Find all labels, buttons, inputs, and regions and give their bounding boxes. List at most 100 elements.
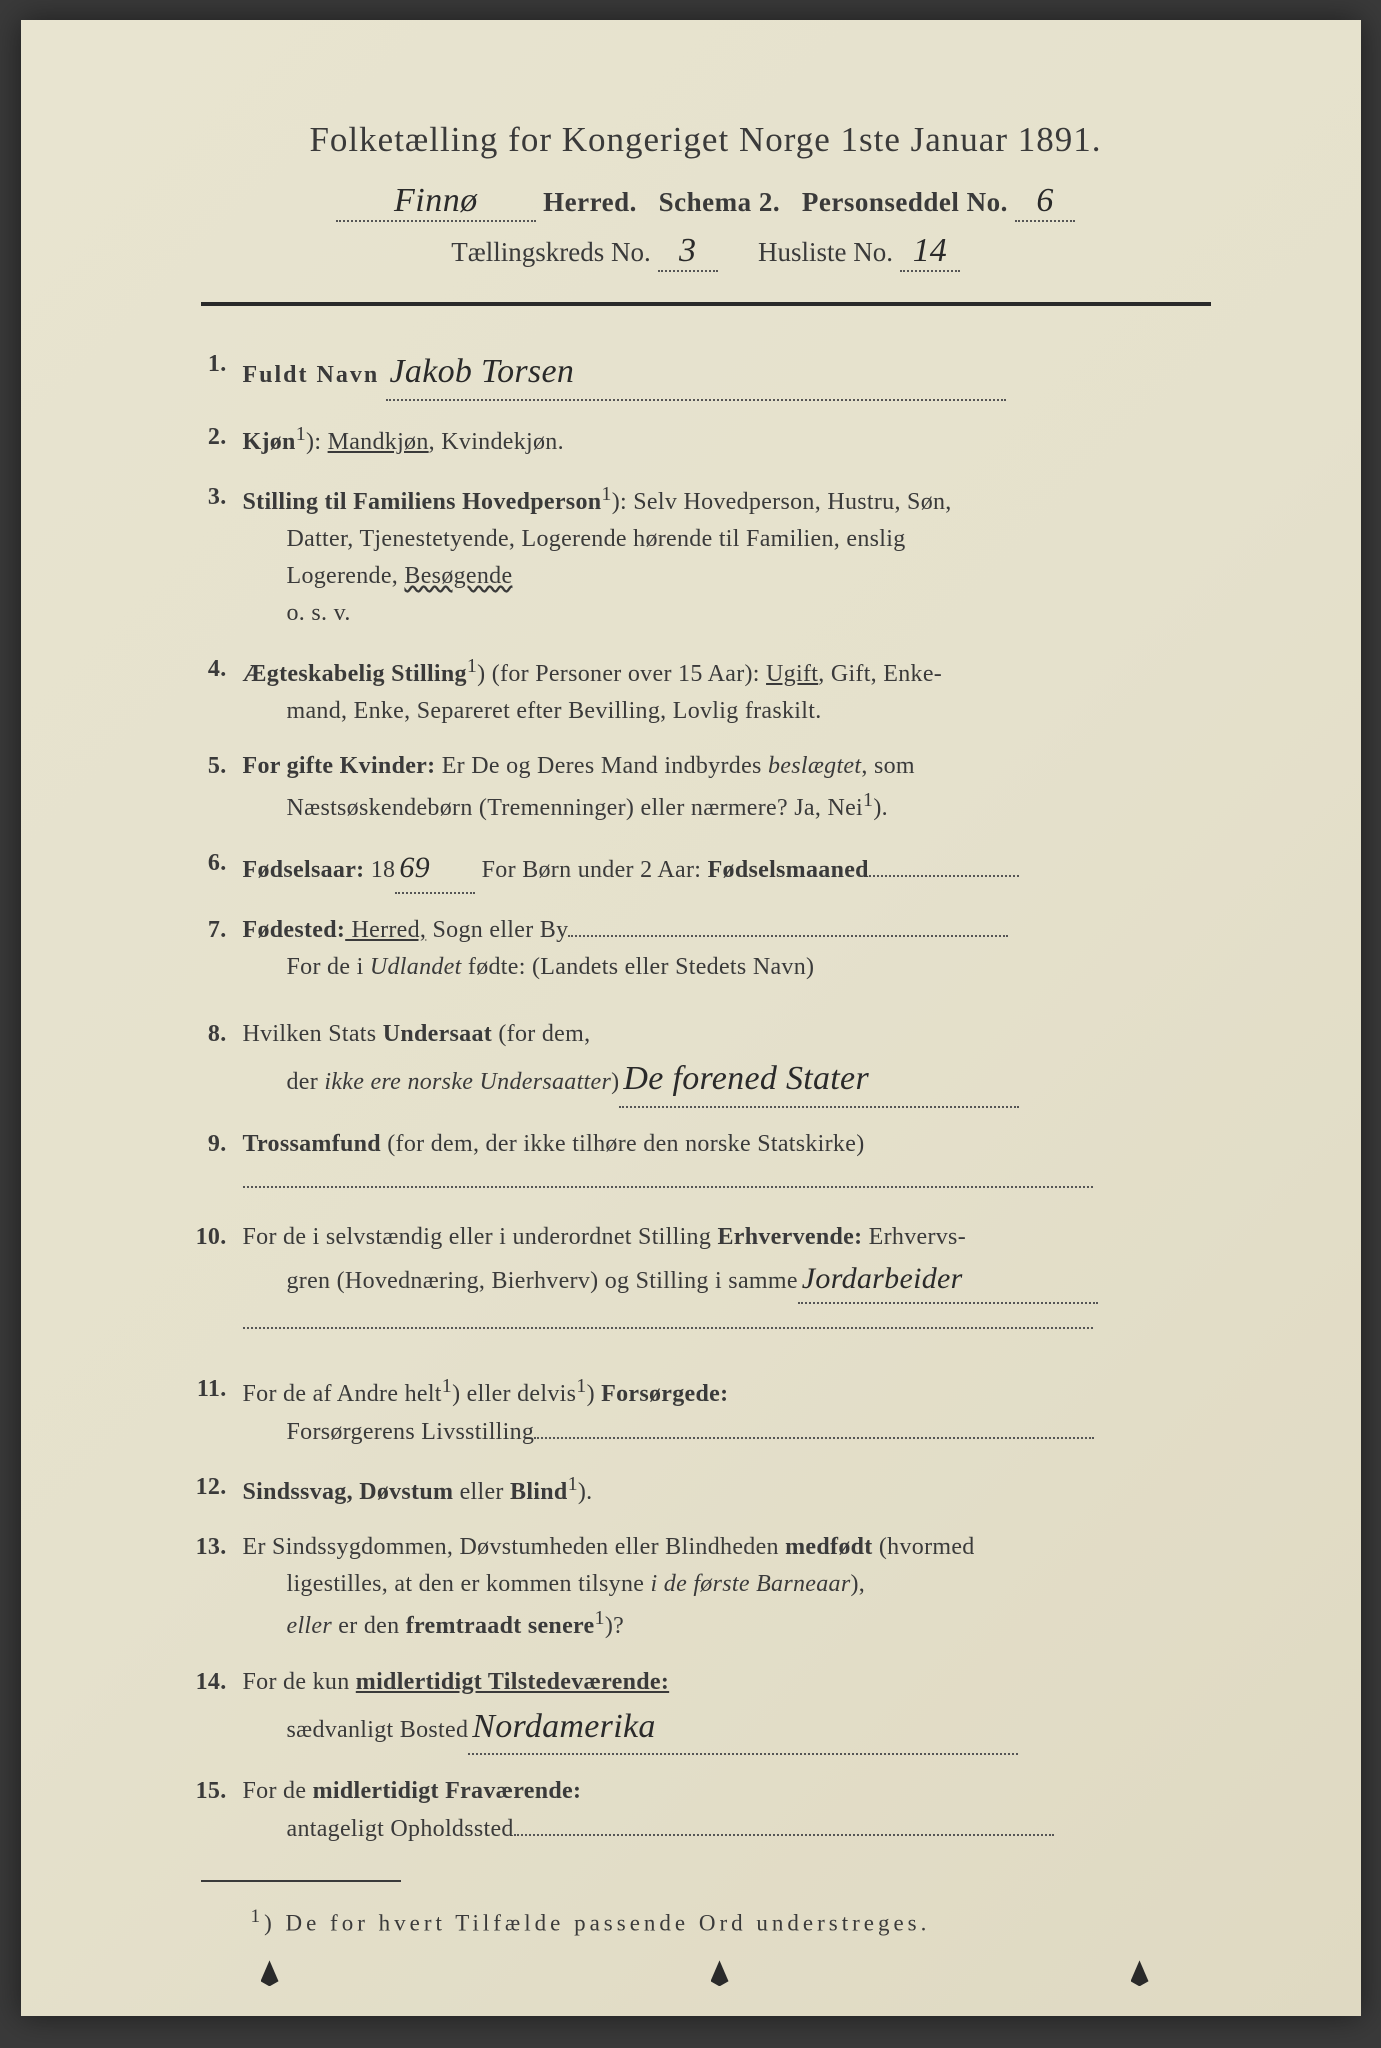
footnote-text: ) De for hvert Tilfælde passende Ord und… (264, 1910, 930, 1935)
birthplace-value (568, 935, 1008, 937)
sup: 1 (576, 1375, 586, 1397)
sex-female: , Kvindekjøn. (429, 429, 564, 455)
whereabouts-value (514, 1834, 1054, 1836)
item-9: 9. Trossamfund (for dem, der ikke tilhør… (181, 1126, 1211, 1200)
supporter-value (534, 1437, 1094, 1439)
birthplace-herred: Herred, (345, 917, 426, 943)
item-body: For de af Andre helt1) eller delvis1) Fo… (243, 1371, 1211, 1450)
relation-label: Stilling til Familiens Hovedperson (243, 489, 602, 515)
sup: 1 (601, 483, 611, 505)
personseddel-no: 6 (1015, 182, 1075, 222)
form-title: Folketælling for Kongeriget Norge 1ste J… (161, 120, 1251, 160)
marital-cont: mand, Enke, Separeret efter Bevilling, L… (243, 693, 1211, 730)
religion-label: Trossamfund (243, 1131, 381, 1157)
item-num: 7. (181, 912, 243, 986)
item-num: 5. (181, 748, 243, 827)
item-body: Fuldt Navn Jakob Torsen (243, 346, 1211, 401)
birthyear-label: Fødselsaar: (243, 857, 365, 883)
temp-present-label: midlertidigt Tilstedeværende: (356, 1669, 669, 1695)
occupation-line2 (243, 1327, 1093, 1329)
item-num: 9. (181, 1126, 243, 1200)
header-line-2: Tællingskreds No. 3 Husliste No. 14 (161, 232, 1251, 272)
footnote: 1) De for hvert Tilfælde passende Ord un… (161, 1906, 1251, 1937)
item-body: Ægteskabelig Stilling1) (for Personer ov… (243, 651, 1211, 730)
item-body: Sindssvag, Døvstum eller Blind1). (243, 1469, 1211, 1511)
sup: 1 (442, 1375, 452, 1397)
item-1: 1. Fuldt Navn Jakob Torsen (181, 346, 1211, 401)
relation-etc: o. s. v. (243, 595, 1211, 632)
congenital-label: medfødt (785, 1534, 872, 1560)
item-body: For de midlertidigt Fraværende: antageli… (243, 1773, 1211, 1847)
item-body: For gifte Kvinder: Er De og Deres Mand i… (243, 748, 1211, 827)
citizenship-label: Undersaat (383, 1021, 492, 1047)
marital-unmarried: Ugift (766, 661, 818, 687)
birthyear-value: 69 (395, 845, 475, 894)
supported-label: Forsørgede: (601, 1381, 728, 1407)
disability-label: Sindssvag, Døvstum (243, 1479, 454, 1505)
kreds-label: Tællingskreds No. (451, 237, 651, 267)
item-2: 2. Kjøn1): Mandkjøn, Kvindekjøn. (181, 419, 1211, 461)
item-num: 2. (181, 419, 243, 461)
occupation-value: Jordarbeider (802, 1262, 963, 1295)
item-body: Stilling til Familiens Hovedperson1): Se… (243, 479, 1211, 633)
item-body: For de kun midlertidigt Tilstedeværende:… (243, 1664, 1211, 1756)
item-6: 6. Fødselsaar: 1869 For Børn under 2 Aar… (181, 845, 1211, 894)
item-num: 10. (181, 1219, 243, 1342)
tear-mark (1131, 1960, 1149, 1986)
item-body: For de i selvstændig eller i underordnet… (243, 1219, 1211, 1342)
item-4: 4. Ægteskabelig Stilling1) (for Personer… (181, 651, 1211, 730)
sup: 1 (595, 1607, 605, 1629)
item-15: 15. For de midlertidigt Fraværende: anta… (181, 1773, 1211, 1847)
item-body: Kjøn1): Mandkjøn, Kvindekjøn. (243, 419, 1211, 461)
usual-residence-value: Nordamerika (472, 1708, 655, 1745)
birthmonth-label: Fødselsmaaned (708, 857, 869, 883)
occupation-label: Erhvervende: (717, 1224, 862, 1250)
tear-mark (261, 1960, 279, 1986)
item-body: Trossamfund (for dem, der ikke tilhøre d… (243, 1126, 1211, 1200)
personseddel-label: Personseddel No. (802, 187, 1008, 217)
form-items: 1. Fuldt Navn Jakob Torsen 2. Kjøn1): Ma… (161, 346, 1251, 1848)
item-num: 8. (181, 1016, 243, 1108)
census-form-page: Folketælling for Kongeriget Norge 1ste J… (21, 20, 1361, 2016)
kreds-no: 3 (658, 232, 718, 272)
sup: 1 (251, 1906, 265, 1927)
item-num: 13. (181, 1529, 243, 1646)
item-body: Hvilken Stats Undersaat (for dem, der ik… (243, 1016, 1211, 1108)
sup: 1 (863, 789, 873, 811)
item-num: 6. (181, 845, 243, 894)
husliste-no: 14 (900, 232, 960, 272)
item-8: 8. Hvilken Stats Undersaat (for dem, der… (181, 1016, 1211, 1108)
item-12: 12. Sindssvag, Døvstum eller Blind1). (181, 1469, 1211, 1511)
item-num: 15. (181, 1773, 243, 1847)
birthmonth-value (869, 875, 1019, 877)
divider-rule (201, 302, 1211, 306)
item-num: 4. (181, 651, 243, 730)
husliste-label: Husliste No. (758, 237, 893, 267)
item-10: 10. For de i selvstændig eller i underor… (181, 1219, 1211, 1342)
item-num: 14. (181, 1664, 243, 1756)
herred-label: Herred. (543, 187, 637, 217)
item-body: Er Sindssygdommen, Døvstumheden eller Bl… (243, 1529, 1211, 1646)
item-num: 3. (181, 479, 243, 633)
herred-value: Finnø (336, 182, 536, 222)
item-3: 3. Stilling til Familiens Hovedperson1):… (181, 479, 1211, 633)
sup: 1 (296, 423, 306, 445)
name-label: Fuldt Navn (243, 362, 380, 388)
sup: 1 (568, 1473, 578, 1495)
footnote-rule (201, 1880, 401, 1882)
sex-label: Kjøn (243, 429, 296, 455)
item-5: 5. For gifte Kvinder: Er De og Deres Man… (181, 748, 1211, 827)
birthplace-label: Fødested: (243, 917, 346, 943)
marital-label: Ægteskabelig Stilling (243, 661, 467, 687)
relation-visiting: Besøgende (404, 563, 512, 589)
item-body: Fødested: Herred, Sogn eller By For de i… (243, 912, 1211, 986)
temp-absent-label: midlertidigt Fraværende: (313, 1778, 582, 1804)
tear-mark (711, 1960, 729, 1986)
religion-value (243, 1186, 1093, 1188)
header-line-1: Finnø Herred. Schema 2. Personseddel No.… (161, 182, 1251, 222)
sex-male: Mandkjøn (328, 429, 429, 455)
relation-cont1: Datter, Tjenestetyende, Logerende hørend… (243, 521, 1211, 558)
item-body: Fødselsaar: 1869 For Børn under 2 Aar: F… (243, 845, 1211, 894)
sup: 1 (467, 655, 477, 677)
item-7: 7. Fødested: Herred, Sogn eller By For d… (181, 912, 1211, 986)
